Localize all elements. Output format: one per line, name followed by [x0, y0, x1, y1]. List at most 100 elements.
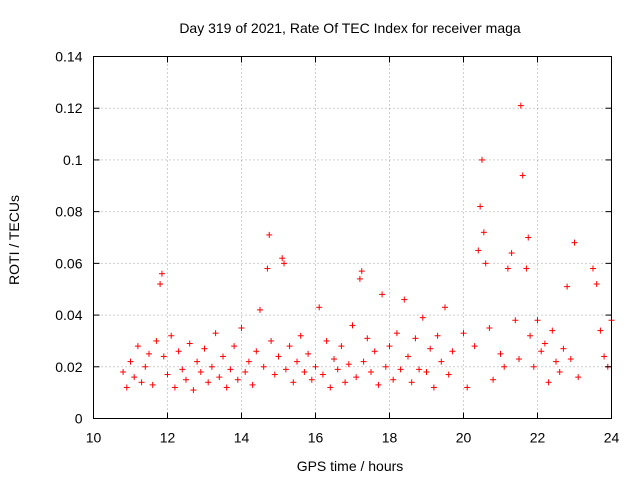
x-tick-label: 14	[234, 430, 250, 446]
data-point	[545, 379, 552, 386]
data-point	[305, 350, 312, 357]
data-point	[480, 229, 487, 236]
data-point	[220, 353, 226, 360]
data-point	[294, 358, 300, 365]
data-point	[360, 358, 367, 365]
data-point	[477, 203, 484, 210]
data-point	[390, 376, 397, 383]
data-point	[131, 374, 138, 381]
data-point	[490, 376, 497, 383]
data-point	[157, 281, 164, 288]
data-point	[356, 275, 363, 282]
data-point	[368, 368, 374, 375]
x-tick-label: 22	[530, 430, 546, 446]
data-point	[517, 102, 524, 109]
y-tick-label: 0.1	[63, 152, 83, 168]
data-point	[382, 363, 389, 370]
data-point	[253, 348, 260, 355]
data-point	[149, 381, 156, 388]
data-point	[164, 371, 171, 378]
data-point	[590, 265, 596, 272]
data-point	[575, 374, 582, 381]
data-point	[516, 356, 522, 363]
data-point	[242, 368, 249, 375]
data-point	[123, 384, 130, 391]
data-point	[379, 291, 386, 298]
data-point	[282, 366, 289, 373]
data-point	[553, 358, 559, 365]
data-point	[464, 384, 471, 391]
data-point	[571, 239, 578, 246]
data-point	[412, 335, 419, 342]
data-point	[527, 332, 534, 339]
data-point	[120, 368, 127, 375]
data-point	[434, 332, 441, 339]
grid	[93, 56, 612, 419]
data-point	[297, 332, 304, 339]
data-point	[442, 304, 448, 311]
data-point	[312, 363, 319, 370]
data-point	[538, 348, 545, 355]
data-point	[501, 363, 508, 370]
x-tick-label: 18	[382, 430, 398, 446]
y-tick-label: 0.08	[55, 204, 82, 220]
data-point	[512, 317, 519, 324]
axis-ticks: 10 12 14 16 18 20 22 24 0 0.02 0.04 0.06 0.08 0.1 0.12…	[55, 49, 619, 446]
data-point	[158, 270, 165, 277]
data-point	[358, 268, 365, 275]
data-point	[345, 361, 352, 368]
data-point	[460, 330, 467, 337]
data-point	[286, 343, 293, 350]
y-tick-label: 0	[75, 411, 83, 427]
x-tick-label: 20	[456, 430, 472, 446]
y-tick-label: 0.06	[55, 255, 82, 271]
data-point	[445, 371, 452, 378]
data-point	[171, 384, 178, 391]
data-point	[160, 353, 167, 360]
data-point	[249, 381, 256, 388]
data-point	[523, 265, 530, 272]
data-point	[223, 384, 230, 391]
plot-frame	[93, 56, 612, 419]
data-point	[375, 381, 382, 388]
y-tick-label: 0.02	[55, 359, 82, 375]
data-point	[401, 296, 408, 303]
data-point	[593, 281, 600, 288]
data-point	[556, 368, 563, 375]
data-point	[257, 306, 263, 313]
data-point	[146, 350, 152, 357]
data-point	[275, 353, 282, 360]
data-point	[138, 379, 145, 386]
data-point	[530, 363, 537, 370]
data-point	[183, 376, 189, 383]
data-point	[338, 343, 345, 350]
data-point	[334, 366, 341, 373]
data-point	[471, 343, 478, 350]
data-point	[479, 156, 485, 163]
data-point	[308, 376, 315, 383]
data-point	[279, 255, 286, 262]
x-tick-label: 12	[160, 430, 176, 446]
data-point	[386, 343, 393, 350]
data-point	[567, 356, 574, 363]
data-point	[438, 358, 445, 365]
data-point	[525, 234, 532, 241]
x-tick-label: 16	[308, 430, 324, 446]
data-point	[179, 366, 186, 373]
data-point	[194, 358, 201, 365]
data-point	[423, 368, 430, 375]
data-point	[519, 172, 526, 179]
data-point	[534, 317, 541, 324]
data-point	[331, 356, 337, 363]
data-point	[371, 348, 378, 355]
data-point	[264, 265, 271, 272]
y-tick-label: 0.12	[55, 100, 82, 116]
data-point	[153, 337, 160, 344]
data-point	[408, 379, 415, 386]
data-point	[416, 366, 423, 373]
data-point	[142, 363, 149, 370]
data-point	[504, 265, 511, 272]
data-point	[175, 348, 182, 355]
data-point	[508, 250, 515, 257]
